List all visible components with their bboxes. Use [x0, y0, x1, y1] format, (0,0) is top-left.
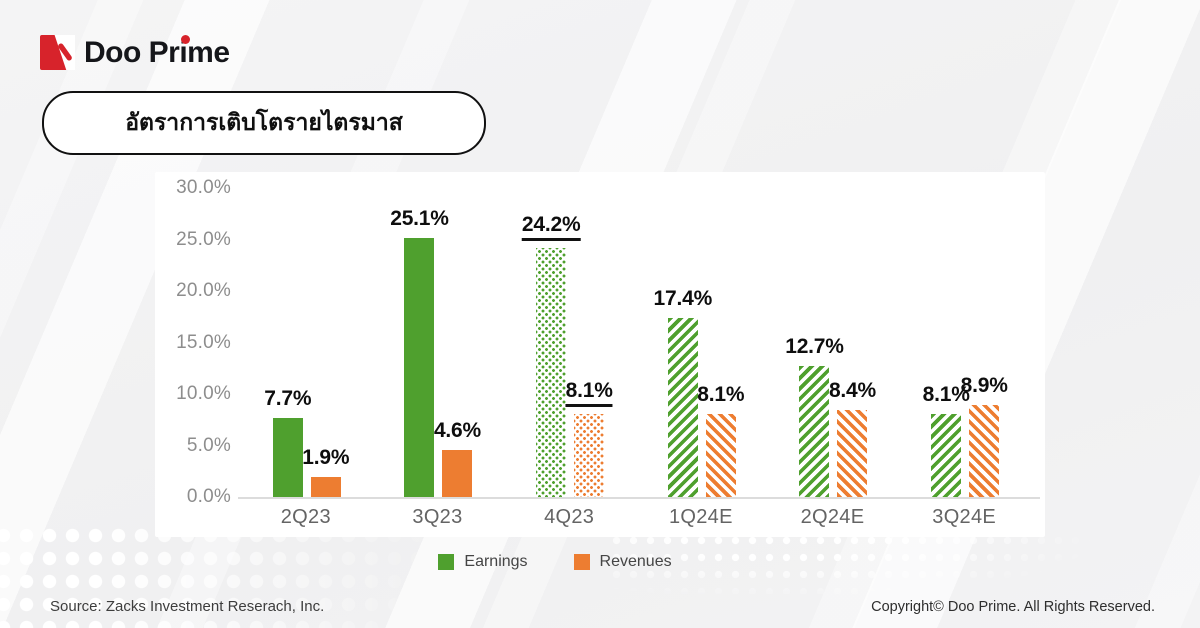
x-axis-line: [238, 497, 1040, 499]
y-axis-tick-10.0%: 10.0%: [176, 383, 231, 404]
logo-wordmark-text: Doo Prime: [84, 36, 230, 69]
value-label-revenues-2Q24E: 8.4%: [828, 379, 877, 403]
value-label-earnings-2Q24E: 12.7%: [785, 335, 844, 359]
chart-panel: 30.0% 25.0% 20.0% 15.0% 10.0% 5.0% 0.0% 7.7% 1.…: [155, 172, 1045, 537]
chart-title: อัตราการเติบโตรายไตรมาส: [125, 109, 403, 135]
bar-revenues-3Q24E: [969, 405, 1000, 497]
value-label-revenues-3Q24E: 8.9%: [960, 374, 1008, 398]
bar-earnings-3Q24E: [931, 413, 962, 497]
bar-group-3Q24E: 8.1% 8.9% 3Q24E: [898, 172, 1030, 528]
x-axis-label-1Q24E: 1Q24E: [668, 506, 733, 528]
x-axis-label-4Q23: 4Q23: [544, 506, 595, 528]
bar-revenues-1Q24E: [705, 413, 736, 497]
bar-group-2Q24E: 12.7% 8.4% 2Q24E: [767, 172, 899, 528]
logo-wordmark: Doo Prime: [84, 35, 230, 70]
y-axis: 30.0% 25.0% 20.0% 15.0% 10.0% 5.0% 0.0%: [155, 172, 231, 507]
value-label-revenues-2Q23: 1.9%: [302, 446, 350, 470]
chart-legend: Earnings Revenues: [155, 553, 955, 571]
value-label-earnings-4Q23: 24.2%: [521, 213, 581, 241]
y-axis-tick-25.0%: 25.0%: [176, 228, 231, 250]
bar-group-3Q23: 25.1% 4.6% 3Q23: [372, 172, 504, 528]
value-label-earnings-1Q24E: 17.4%: [653, 286, 713, 310]
plot-area: 7.7% 1.9% 2Q23 25.1% 4.6% 3Q23 24.2% 8.1% 4Q23 17…: [238, 172, 1040, 528]
x-axis-label-3Q23: 3Q23: [412, 506, 463, 528]
doo-prime-logo: Doo Prime: [40, 35, 230, 70]
legend-item-earnings: Earnings: [438, 553, 528, 571]
y-axis-tick-15.0%: 15.0%: [176, 331, 231, 353]
bar-earnings-2Q24E: [799, 366, 830, 497]
legend-label-revenues: Revenues: [599, 553, 672, 570]
value-label-revenues-4Q23: 8.1%: [565, 379, 613, 407]
legend-swatch-earnings: [438, 554, 455, 570]
value-label-earnings-3Q24E: 8.1%: [922, 382, 970, 406]
y-axis-tick-5.0%: 5.0%: [186, 434, 231, 456]
bar-group-2Q23: 7.7% 1.9% 2Q23: [240, 172, 372, 528]
y-axis-tick-30.0%: 30.0%: [176, 177, 231, 198]
bar-revenues-2Q23: [310, 477, 341, 497]
y-axis-tick-0.0%: 0.0%: [186, 486, 231, 507]
x-axis-label-3Q24E: 3Q24E: [932, 506, 997, 528]
doo-prime-arrow-icon: [40, 35, 75, 70]
bar-revenues-4Q23: [574, 413, 605, 497]
value-label-revenues-3Q23: 4.6%: [433, 418, 482, 442]
source-text: Source: Zacks Investment Reserach, Inc.: [50, 598, 325, 615]
bar-earnings-2Q23: [272, 417, 303, 497]
bar-revenues-3Q23: [442, 449, 473, 497]
chart-title-pill: อัตราการเติบโตรายไตรมาส: [42, 91, 486, 155]
x-axis-label-2Q23: 2Q23: [280, 506, 331, 528]
bar-revenues-2Q24E: [837, 410, 868, 497]
y-axis-tick-20.0%: 20.0%: [176, 280, 231, 301]
bar-earnings-3Q23: [404, 238, 435, 497]
value-label-earnings-2Q23: 7.7%: [264, 386, 312, 410]
logo-i-dot-decoration: [181, 35, 190, 44]
legend-swatch-revenues: [573, 554, 590, 570]
bar-earnings-1Q24E: [667, 317, 698, 497]
value-label-revenues-1Q24E: 8.1%: [697, 382, 745, 406]
bar-earnings-4Q23: [536, 247, 567, 497]
legend-item-revenues: Revenues: [573, 553, 672, 571]
value-label-earnings-3Q23: 25.1%: [390, 207, 449, 231]
bar-group-1Q24E: 17.4% 8.1% 1Q24E: [635, 172, 767, 528]
x-axis-label-2Q24E: 2Q24E: [800, 506, 865, 528]
bar-group-4Q23: 24.2% 8.1% 4Q23: [503, 172, 635, 528]
copyright-text: Copyright© Doo Prime. All Rights Reserve…: [871, 599, 1155, 615]
legend-label-earnings: Earnings: [464, 553, 528, 570]
